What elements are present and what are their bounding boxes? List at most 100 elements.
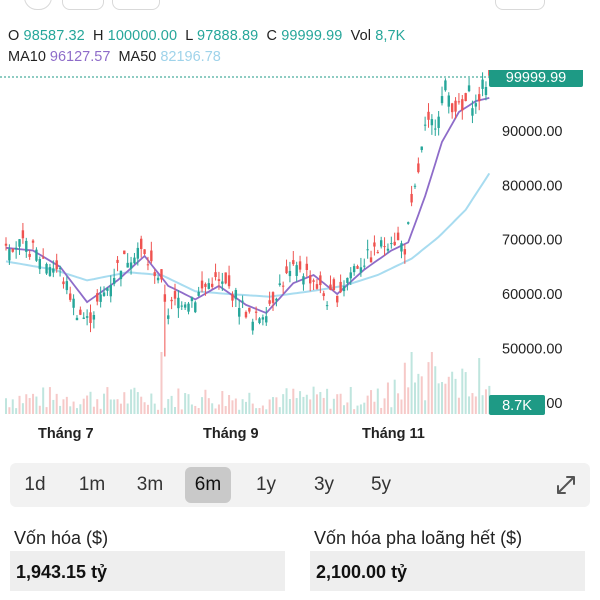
volume-bar [386,382,389,414]
range-1m-button[interactable]: 1m [78,474,106,495]
volume-bar [62,399,65,414]
candle-body [153,272,156,277]
candle-body [386,248,390,251]
candle-body [180,305,183,307]
volume-bar [234,398,237,414]
candle-body [248,307,251,312]
candle-body [417,163,420,173]
candle-body [25,240,28,252]
candle-body [363,265,366,267]
candle-body [92,315,96,320]
volume-bar [288,398,291,414]
candle-body [423,124,427,126]
candle-body [339,281,342,293]
candle-body [407,222,410,224]
range-1d-button[interactable]: 1d [24,474,46,495]
volume-bar [194,405,197,414]
volume-bar [441,382,444,414]
volume-bar [329,408,332,414]
volume-bar [427,362,430,414]
price-chart[interactable]: 90000.00 80000.00 70000.00 60000.00 50000.00… [0,70,600,420]
ma10-value: 96127.57 [49,49,111,65]
volume-bar [471,393,474,414]
volume-bar [45,407,48,414]
candle-body [224,272,227,284]
volume-bar [190,404,193,414]
volume-bar [32,393,35,414]
volume-bar [146,404,149,414]
candle-body [48,267,52,276]
candle-body [461,99,464,111]
volume-bar [400,399,403,414]
toolbar-button-add[interactable] [62,0,104,10]
range-3m-button[interactable]: 3m [136,474,164,495]
toolbar-button-right[interactable] [495,0,545,10]
range-5y-button[interactable]: 5y [370,474,392,495]
candle-body [329,284,332,290]
volume-bar [113,399,116,414]
candle-body [288,270,292,277]
volume-bar [454,378,457,414]
volume-bar [150,393,153,414]
candle-body [332,279,336,291]
candle-body [349,272,352,279]
volume-bar [157,409,160,414]
candle-body [106,288,109,291]
volume-bar [447,376,450,414]
candle-body [444,80,447,91]
candle-body [136,247,140,259]
volume-bar [444,383,447,414]
candle-body [18,239,21,247]
toolbar-button-left[interactable] [24,0,52,10]
range-6m-button[interactable]: 6m [185,467,231,503]
volume-bar [96,399,99,414]
candle-body [38,258,41,270]
range-1y-button[interactable]: 1y [255,474,277,495]
volume-bar [339,393,342,414]
volume-bar [207,398,210,414]
volume-bar [244,401,247,414]
candle-body [379,240,383,247]
volume-bar [413,382,416,414]
volume-bar [5,398,7,414]
volume-bar [197,408,200,414]
volume-bar [201,397,204,414]
candle-body [31,240,35,243]
candle-body [200,280,204,289]
expand-icon[interactable] [550,469,582,501]
volume-bar [75,408,78,414]
candle-body [21,230,25,239]
candle-body [383,246,386,248]
candle-body [312,280,315,282]
volume-bar [343,405,345,414]
volume-bar [481,395,484,414]
volume-bar [255,408,258,414]
volume-bar [417,373,420,414]
volume-bar [177,388,180,414]
volume-bar [356,405,359,414]
candle-body [129,262,133,269]
candle-body [271,292,275,303]
candle-body [278,283,281,285]
candle-body [376,252,379,254]
candle-body [123,250,126,255]
volume-bar [457,397,460,414]
candle-body [214,272,217,278]
volume-bar [42,387,45,414]
volume-bar [464,372,467,414]
close-value: 99999.99 [281,28,343,44]
ma10-label: MA10 [8,49,46,65]
volume-bar [8,407,11,414]
range-3y-button[interactable]: 3y [313,474,335,495]
candle-body [369,257,373,263]
volume-bar [285,388,288,414]
toolbar-button-interval[interactable] [112,0,160,10]
volume-bar [18,395,21,414]
candle-body [474,103,478,107]
candle-body [413,185,417,187]
candle-body [234,289,238,300]
candle-body [467,85,471,92]
volume-label: Vol [350,28,372,44]
candle-body [430,119,434,126]
candle-body [440,96,444,104]
